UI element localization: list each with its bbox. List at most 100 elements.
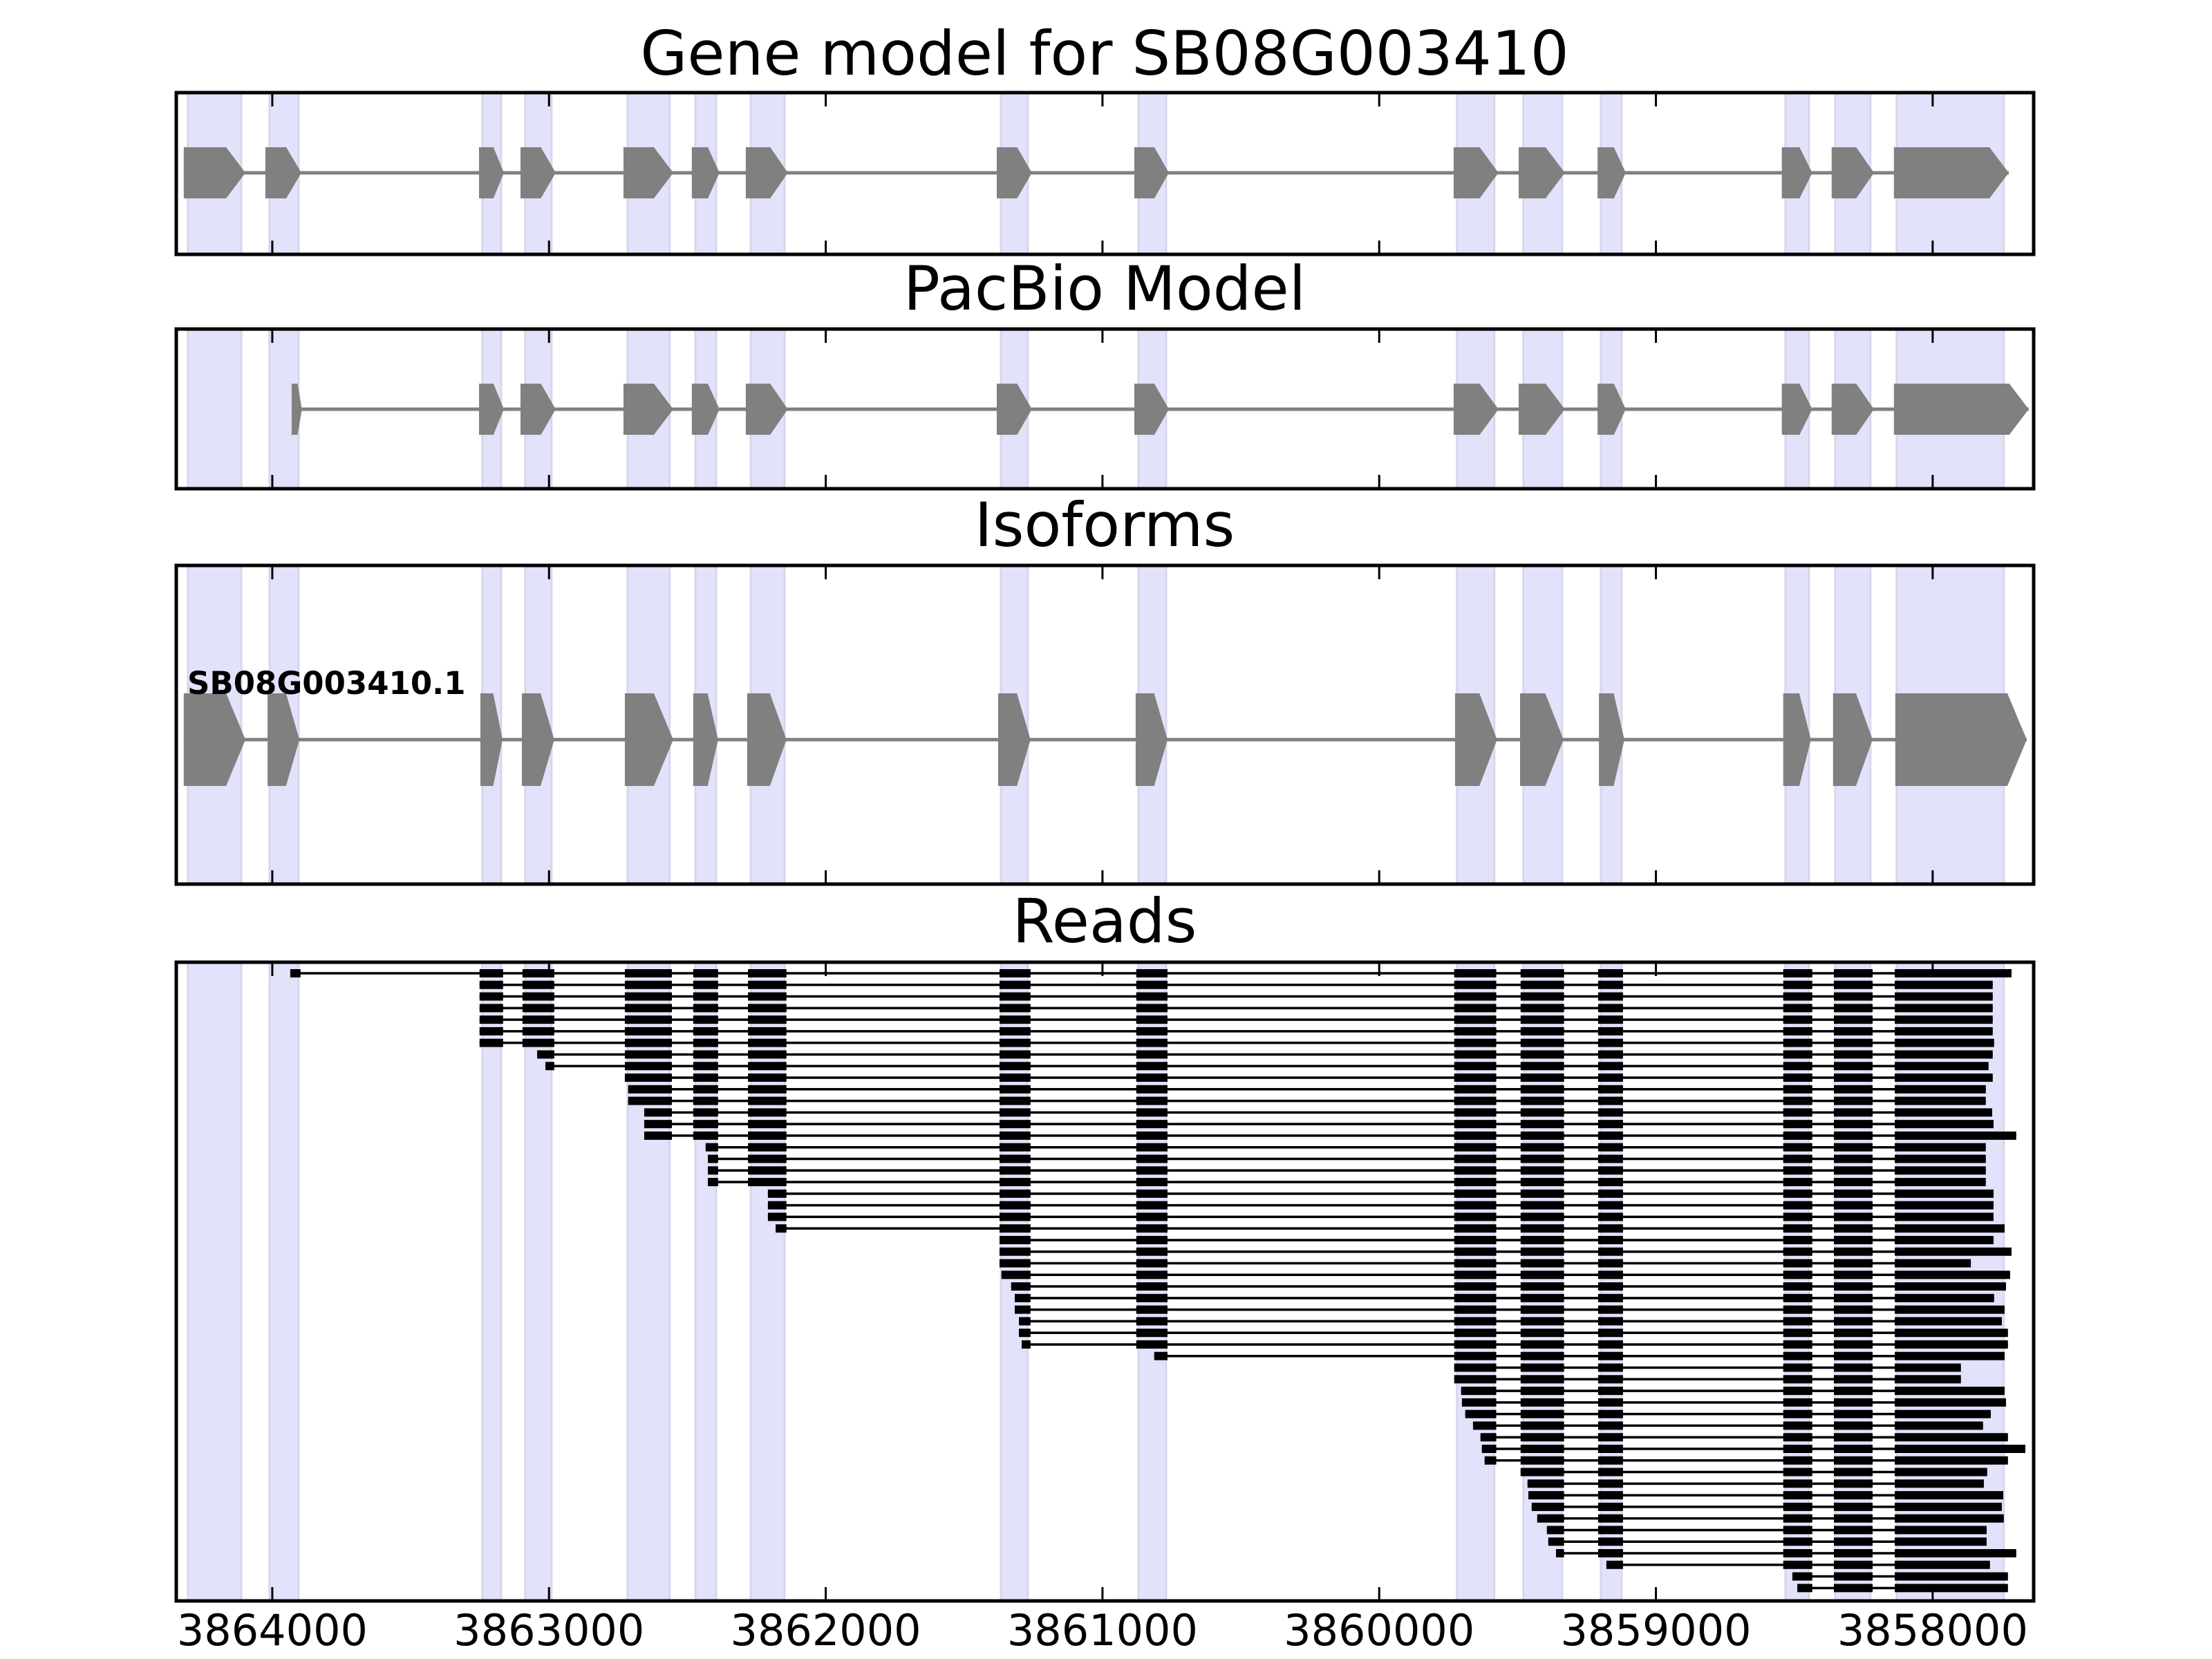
read-block	[1480, 1433, 1497, 1442]
read-block	[1783, 1271, 1812, 1280]
read-block	[1454, 1120, 1497, 1129]
read-block	[522, 992, 554, 1001]
read-block	[1833, 1224, 1873, 1233]
read-block	[1520, 1444, 1564, 1453]
read-block	[1136, 980, 1168, 989]
exon	[1134, 384, 1169, 435]
read-block	[1783, 1479, 1812, 1488]
read	[1018, 1329, 2008, 1338]
read-block	[693, 1120, 718, 1129]
read-block	[1454, 1340, 1497, 1349]
read-block	[1520, 1293, 1564, 1302]
read-block	[479, 992, 503, 1001]
read-block	[1895, 1096, 1986, 1105]
read-block	[1136, 1189, 1168, 1198]
read-block	[1597, 1305, 1623, 1314]
read-block	[1597, 1259, 1623, 1268]
read	[644, 1131, 2016, 1140]
exon	[522, 693, 554, 786]
read-block	[748, 1154, 787, 1163]
read-block	[1018, 1317, 1031, 1326]
read-block	[1783, 1062, 1812, 1071]
read-block	[1454, 1212, 1497, 1221]
read-block	[693, 1062, 718, 1071]
read-block	[1833, 1305, 1873, 1314]
read-block	[1136, 1085, 1168, 1094]
read-block	[1833, 1317, 1873, 1326]
read-block	[1895, 1363, 1961, 1372]
highlight-band	[481, 961, 503, 1602]
read-block	[1895, 1038, 1994, 1047]
read-block	[1022, 1340, 1031, 1349]
panel-frame	[174, 91, 2036, 256]
read-block	[1520, 1305, 1564, 1314]
read-block	[1895, 1537, 1987, 1546]
read	[708, 1154, 1986, 1163]
read-block	[1833, 1502, 1873, 1511]
read-block	[1520, 1201, 1564, 1210]
read-block	[1895, 1189, 1994, 1198]
read-block	[1895, 1468, 1987, 1477]
read-block	[1833, 1271, 1873, 1280]
read-block	[1537, 1514, 1564, 1523]
read-block	[1011, 1282, 1031, 1291]
read-block	[999, 1108, 1031, 1117]
read-block	[1520, 1224, 1564, 1233]
read-block	[1833, 992, 1873, 1001]
read-block	[1520, 1409, 1564, 1418]
read-block	[1520, 1456, 1564, 1465]
read-block	[1895, 980, 1993, 989]
read-block	[693, 1108, 718, 1117]
read-block	[1895, 1131, 2016, 1140]
x-tick-label: 3862000	[731, 1605, 921, 1656]
read-block	[1783, 1259, 1812, 1268]
read-block	[1833, 1038, 1873, 1047]
exon	[1453, 147, 1499, 198]
read-block	[1783, 1375, 1812, 1384]
read-block	[1833, 1444, 1873, 1453]
read-block	[748, 1166, 787, 1175]
read-block	[748, 1038, 787, 1047]
read-block	[1597, 1479, 1623, 1488]
read-block	[1520, 1433, 1564, 1442]
read-block	[1833, 1096, 1873, 1105]
read-block	[1895, 1282, 2006, 1291]
read-block	[1597, 1108, 1623, 1117]
read-block	[1606, 1560, 1623, 1569]
read-block	[999, 1178, 1031, 1187]
exon	[745, 147, 788, 198]
read-block	[708, 1154, 718, 1163]
read-block	[1783, 1282, 1812, 1291]
read-block	[1895, 1120, 1994, 1129]
read-block	[1833, 1143, 1873, 1152]
read	[1022, 1340, 2008, 1349]
read	[1480, 1433, 2008, 1442]
exon	[996, 147, 1032, 198]
exon	[1519, 693, 1564, 786]
read-block	[1783, 1491, 1812, 1500]
exon	[1783, 693, 1811, 786]
read-block	[1597, 1526, 1623, 1535]
read-block	[1597, 1212, 1623, 1221]
read-block	[1597, 1387, 1623, 1396]
read-block	[1783, 1549, 1812, 1557]
exon	[478, 384, 504, 435]
read-block	[1895, 1409, 1991, 1418]
read-block	[1783, 1329, 1812, 1338]
read-block	[624, 1027, 672, 1035]
read-block	[999, 1038, 1031, 1047]
read-block	[1136, 1317, 1168, 1326]
exon	[1454, 693, 1497, 786]
read-block	[1895, 1154, 1986, 1163]
read-block	[767, 1212, 787, 1221]
read	[644, 1108, 1992, 1117]
read-block	[1520, 1329, 1564, 1338]
read	[1461, 1387, 2005, 1396]
read-block	[1833, 1212, 1873, 1221]
read-block	[1136, 1120, 1168, 1129]
read-block	[1895, 1027, 1993, 1035]
read-block	[1597, 1329, 1623, 1338]
read-block	[1783, 1201, 1812, 1210]
read-block	[1833, 1491, 1873, 1500]
